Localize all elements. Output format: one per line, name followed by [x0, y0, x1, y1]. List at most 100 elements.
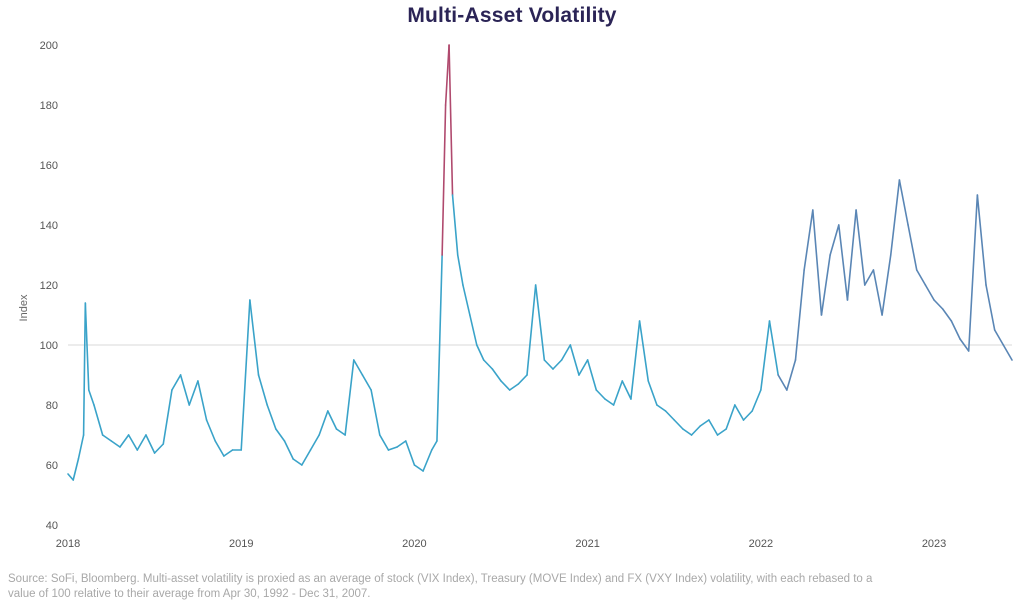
series-line-segment — [441, 104, 447, 256]
series-line-segment — [569, 344, 580, 376]
series-line-segment — [716, 428, 728, 436]
series-line-segment — [292, 458, 303, 466]
series-line-segment — [448, 44, 454, 196]
series-line-segment — [889, 179, 901, 256]
series-line-segment — [223, 449, 234, 457]
series-line-segment — [976, 194, 987, 286]
series-line-segment — [205, 419, 217, 442]
series-line-segment — [560, 344, 572, 361]
series-line-segment — [275, 428, 286, 442]
series-line-segment — [630, 320, 641, 400]
series-line-segment — [430, 440, 438, 451]
series-line-segment — [872, 269, 883, 316]
series-line-segment — [171, 374, 182, 391]
series-line-segment — [586, 359, 598, 391]
series-line-segment — [214, 440, 225, 457]
series-line-segment — [517, 374, 528, 385]
y-tick-label: 200 — [40, 40, 58, 52]
y-tick-label: 140 — [40, 220, 58, 232]
x-tick-label: 2018 — [56, 538, 80, 550]
series-line-segment — [708, 419, 719, 436]
series-line-segment — [456, 254, 464, 286]
series-line-segment — [67, 473, 74, 481]
series-line-segment — [451, 194, 459, 256]
series-line-segment — [985, 284, 996, 331]
series-line-segment — [309, 434, 320, 451]
series-line-segment — [188, 380, 199, 406]
series-line-segment — [993, 329, 1005, 346]
series-line-segment — [803, 209, 814, 271]
series-line-segment — [612, 380, 624, 406]
series-line-segment — [664, 410, 676, 421]
x-tick-label: 2022 — [749, 538, 773, 550]
series-line-segment — [283, 440, 294, 460]
x-tick-label: 2019 — [229, 538, 253, 550]
series-line-segment — [604, 398, 615, 406]
series-line-segment — [881, 254, 892, 316]
series-line-segment — [837, 224, 849, 301]
series-line-segment — [422, 449, 433, 472]
series-line-segment — [491, 368, 502, 382]
series-line-segment — [361, 374, 372, 391]
series-line-segment — [413, 464, 424, 472]
series-line-segment — [863, 269, 875, 286]
series-line-segment — [534, 284, 546, 361]
series-line-segment — [846, 209, 857, 301]
series-line-segment — [87, 389, 95, 406]
series-line-segment — [119, 434, 130, 448]
series-line-segment — [136, 434, 147, 451]
series-line-segment — [352, 359, 364, 376]
series-line-segment — [820, 254, 831, 316]
x-tick-label: 2021 — [575, 538, 599, 550]
series-line-segment — [301, 449, 312, 466]
series-line-segment — [725, 404, 736, 430]
line-chart: 40 60 80 100 120 140 160 180 200 2018 2019 2020 202… — [18, 40, 1013, 550]
series-line-segment — [656, 404, 667, 412]
series-line-segment — [543, 359, 554, 370]
series-line-segment — [760, 320, 771, 391]
series-line-segment — [682, 428, 693, 436]
series-line-segment — [240, 299, 251, 451]
series-line-segment — [462, 284, 471, 316]
series-line-segment — [344, 359, 355, 436]
y-tick-label: 40 — [46, 520, 58, 532]
series-line-segment — [812, 209, 823, 316]
series-line-segment — [933, 299, 944, 310]
series-line-segment — [742, 410, 753, 421]
series-line-segment — [950, 320, 961, 340]
series-line-segment — [249, 299, 260, 376]
series-line-segment — [959, 338, 970, 352]
series-line-segment — [84, 302, 90, 391]
series-line-segment — [127, 434, 139, 451]
series-line-segment — [387, 446, 398, 451]
series-line-segment — [396, 440, 407, 448]
series-line-segment — [734, 404, 745, 421]
series-line-segment — [77, 434, 85, 460]
series-line-segment — [699, 419, 710, 427]
series-line-segment — [179, 374, 191, 406]
series-line-segment — [941, 308, 953, 322]
series-line-segment — [72, 458, 80, 481]
series-line-segment — [915, 269, 927, 286]
series-line-segment — [647, 380, 658, 406]
y-tick-label: 180 — [40, 100, 58, 112]
series-line-segment — [378, 434, 390, 451]
x-tick-label: 2020 — [402, 538, 426, 550]
series-line-segment — [595, 389, 606, 400]
y-tick-label: 100 — [40, 340, 58, 352]
series-line-segment — [578, 359, 589, 376]
series-line-segment — [829, 224, 840, 256]
series-line-segment — [327, 410, 338, 430]
series-line-segment — [638, 320, 650, 382]
series-line-segment — [1002, 344, 1013, 361]
source-footnote: Source: SoFi, Bloomberg. Multi-asset vol… — [8, 573, 873, 600]
series-line-segment — [101, 434, 113, 442]
series-line-segment — [444, 44, 450, 106]
series-line-segment — [266, 404, 277, 430]
series-line-segment — [786, 359, 797, 391]
x-tick-label: 2023 — [922, 538, 946, 550]
series-line-segment — [751, 389, 762, 412]
series-line-segment — [777, 374, 788, 391]
series-line-segment — [552, 359, 563, 370]
series-line-segment — [482, 359, 494, 370]
